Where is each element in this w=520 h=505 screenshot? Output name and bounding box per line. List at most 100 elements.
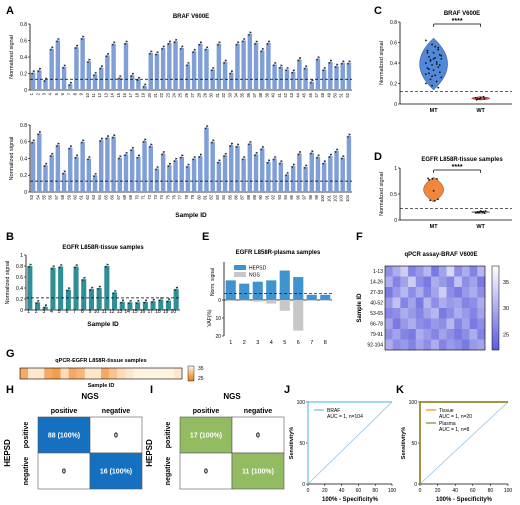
- bar: [198, 43, 203, 90]
- x-tick-label: 9: [89, 309, 92, 315]
- y-tick-label: 0.2: [16, 297, 23, 303]
- x-tick-label: 19: [163, 309, 169, 315]
- replicate-point: [274, 62, 277, 64]
- x-tick-label: 90: [258, 194, 263, 199]
- replicate-point: [114, 290, 117, 292]
- replicate-point: [126, 152, 128, 154]
- replicate-point: [128, 302, 130, 305]
- replicate-point: [101, 137, 103, 140]
- replicate-point: [324, 67, 326, 69]
- bar: [30, 72, 36, 90]
- replicate-point: [262, 146, 264, 148]
- panel-letter-e: E: [202, 231, 209, 243]
- bar: [37, 133, 42, 192]
- y-tick-label: 0: [20, 308, 23, 314]
- replicate-point: [37, 133, 40, 136]
- replicate-point: [119, 75, 122, 77]
- x-tick-label: 2: [35, 309, 38, 315]
- heatmap-cell: [477, 308, 486, 319]
- bar: [235, 145, 240, 192]
- y-tick-label: 1: [20, 253, 23, 259]
- matrix-cell: [179, 416, 233, 454]
- x-tick-label: 87: [240, 194, 245, 199]
- x-tick-label: 7: [66, 92, 71, 95]
- y-tick-label: 100: [297, 400, 306, 406]
- bar: [222, 61, 228, 90]
- bar: [117, 77, 123, 90]
- replicate-point: [206, 125, 209, 127]
- bar: [65, 289, 71, 310]
- bar-hepsd: [252, 281, 263, 300]
- x-tick-label: 70: [134, 194, 139, 199]
- data-point: [431, 43, 433, 46]
- panel-letter-i: I: [150, 384, 153, 396]
- row-label: 27-39: [370, 290, 383, 296]
- bar: [309, 152, 314, 192]
- bar: [58, 266, 64, 310]
- matrix-cell: [231, 452, 285, 490]
- bar-ngs: [279, 300, 290, 311]
- heatmap-cell: [36, 368, 45, 379]
- heatmap-cell: [431, 308, 440, 319]
- bar: [321, 162, 327, 192]
- legend-note: AUC = 1, n=104: [327, 414, 363, 420]
- replicate-point: [60, 264, 63, 266]
- heatmap-cell: [454, 297, 463, 309]
- replicate-point: [231, 70, 233, 72]
- replicate-point: [225, 59, 227, 62]
- colorbar-tick-label: 25: [503, 332, 509, 338]
- bar: [158, 299, 164, 310]
- data-point: [438, 71, 441, 74]
- diagonal-reference: [307, 401, 393, 485]
- heatmap-cell: [423, 266, 432, 277]
- roc-curve-plasma: [419, 401, 508, 484]
- bar: [68, 84, 73, 90]
- bar: [185, 64, 191, 90]
- heatmap-cell: [477, 276, 486, 288]
- heatmap-cell: [477, 329, 486, 340]
- replicate-point: [272, 64, 275, 67]
- replicate-point: [280, 160, 283, 162]
- heatmap-cell: [423, 297, 432, 309]
- panel-c: BRAF V600E 0 0.2 0.4 0.6 0.8 Normalized signal…: [379, 11, 512, 114]
- heatmap-cell: [68, 368, 77, 379]
- x-tick-label: WT: [476, 108, 485, 114]
- panel-letter-k: K: [396, 384, 404, 396]
- heatmap-cell: [454, 287, 463, 298]
- replicate-point: [318, 154, 320, 157]
- replicate-point: [303, 67, 306, 70]
- x-tick-label: 22: [159, 92, 164, 97]
- replicate-point: [243, 38, 246, 40]
- legend-note: AUC = 1, n=8: [439, 427, 470, 433]
- bar: [104, 266, 110, 310]
- x-axis-label: Sample ID: [88, 383, 115, 389]
- heatmap-cell: [423, 287, 432, 298]
- replicate-point: [157, 166, 159, 168]
- heatmap-cell: [385, 318, 393, 330]
- replicate-point: [334, 151, 337, 153]
- heatmap-cell: [400, 266, 409, 277]
- replicate-point: [70, 145, 72, 147]
- heatmap-cell: [431, 297, 440, 309]
- replicate-point: [155, 168, 157, 171]
- x-tick-label: 75: [165, 194, 170, 199]
- data-point: [425, 73, 427, 76]
- replicate-point: [210, 141, 213, 144]
- x-tick-label: 78: [184, 194, 189, 199]
- x-tick-label: 46: [308, 92, 313, 97]
- replicate-point: [311, 150, 314, 152]
- x-tick-label: 39: [264, 92, 269, 97]
- x-tick-label: 103: [339, 194, 344, 202]
- x-tick-label: 0: [307, 488, 310, 494]
- heatmap-cell: [385, 339, 393, 351]
- y-tick-label: 50: [299, 441, 305, 447]
- x-axis-label: Sample ID: [175, 212, 207, 219]
- bar: [49, 48, 54, 90]
- replicate-point: [293, 163, 295, 166]
- bar: [111, 43, 116, 90]
- x-tick-label: 5: [283, 340, 286, 346]
- chart-title: qPCR assay-BRAF V600E: [404, 252, 477, 258]
- replicate-point: [262, 48, 264, 50]
- legend-label: Plasma: [439, 421, 456, 427]
- chart-title: BRAF V600E: [444, 11, 480, 17]
